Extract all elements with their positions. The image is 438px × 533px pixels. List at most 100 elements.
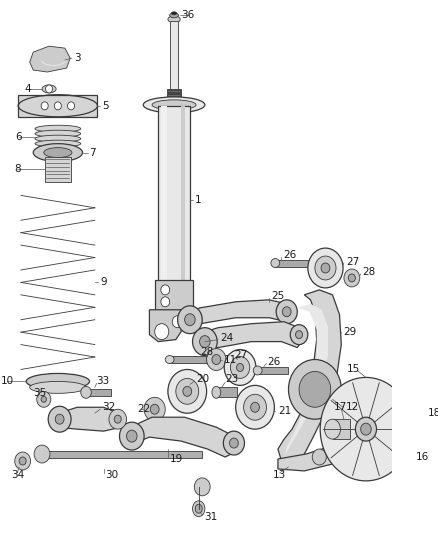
Text: 29: 29 [343,327,357,337]
Text: 13: 13 [272,470,286,480]
Ellipse shape [271,259,280,268]
Text: 6: 6 [16,132,22,142]
Circle shape [55,414,64,424]
Bar [45,157,71,182]
Circle shape [15,452,31,470]
Bar [18,95,98,117]
Circle shape [344,269,360,287]
Text: 5: 5 [102,101,109,111]
Circle shape [308,248,343,288]
Circle shape [176,378,199,404]
Circle shape [251,402,259,412]
Text: 34: 34 [11,470,25,480]
Circle shape [172,316,183,328]
Circle shape [321,263,330,273]
Ellipse shape [35,130,81,137]
Circle shape [144,397,165,421]
Text: 20: 20 [196,374,209,384]
Circle shape [230,438,238,448]
Circle shape [236,385,275,429]
Circle shape [348,274,355,282]
Text: 7: 7 [89,148,96,158]
Text: 26: 26 [283,250,297,260]
Text: 36: 36 [181,10,194,20]
Ellipse shape [168,16,180,23]
Ellipse shape [165,356,174,364]
Circle shape [223,431,244,455]
Ellipse shape [171,12,177,15]
Ellipse shape [253,366,262,375]
Bar [86,389,111,397]
Text: 23: 23 [225,374,238,384]
Text: 15: 15 [346,365,360,375]
Ellipse shape [413,416,428,442]
Circle shape [290,325,308,345]
Circle shape [193,328,217,356]
Circle shape [194,478,210,496]
Circle shape [326,333,335,343]
Circle shape [168,369,207,413]
Bar [258,367,289,375]
Text: 35: 35 [33,389,46,398]
Polygon shape [285,304,328,456]
Text: 28: 28 [362,267,376,277]
Text: 30: 30 [106,470,119,480]
Circle shape [34,445,50,463]
Circle shape [403,443,413,455]
Circle shape [200,336,210,348]
Bar [181,106,185,290]
Polygon shape [55,407,121,431]
Text: 10: 10 [0,376,14,386]
Bar [158,106,190,290]
Circle shape [312,449,326,465]
Polygon shape [30,46,70,72]
Polygon shape [178,300,293,328]
Text: 32: 32 [102,402,115,412]
Bar [161,106,167,290]
Circle shape [207,349,226,370]
Circle shape [127,430,137,442]
Circle shape [67,102,74,110]
Text: 19: 19 [170,454,183,464]
Circle shape [46,85,53,93]
Circle shape [296,330,303,338]
Text: 11: 11 [224,354,237,365]
Text: 26: 26 [267,357,281,367]
Text: 4: 4 [25,84,31,94]
Circle shape [109,409,127,429]
Bar [216,387,237,397]
Ellipse shape [212,386,221,398]
Circle shape [41,397,46,402]
Circle shape [155,324,169,340]
Circle shape [283,307,291,317]
Text: 27: 27 [234,350,247,360]
Polygon shape [130,417,237,457]
Circle shape [315,256,336,280]
Circle shape [81,386,91,398]
Circle shape [48,406,71,432]
Bar [40,451,202,458]
Circle shape [161,285,170,295]
Circle shape [114,415,121,423]
Circle shape [237,364,244,372]
Text: 22: 22 [137,404,150,414]
Ellipse shape [42,85,56,93]
Circle shape [212,354,221,365]
Circle shape [230,357,250,378]
Polygon shape [278,447,337,471]
Circle shape [19,457,26,465]
Bar [276,260,311,267]
Circle shape [177,306,202,334]
Circle shape [406,447,410,451]
Ellipse shape [143,97,205,113]
Circle shape [224,350,256,385]
Circle shape [406,407,410,411]
Ellipse shape [26,374,89,389]
Circle shape [289,360,341,419]
Circle shape [207,352,221,367]
Text: 27: 27 [346,257,360,267]
Ellipse shape [35,125,81,132]
Text: 16: 16 [416,452,429,462]
Text: 33: 33 [97,376,110,386]
Text: 1: 1 [195,196,202,205]
